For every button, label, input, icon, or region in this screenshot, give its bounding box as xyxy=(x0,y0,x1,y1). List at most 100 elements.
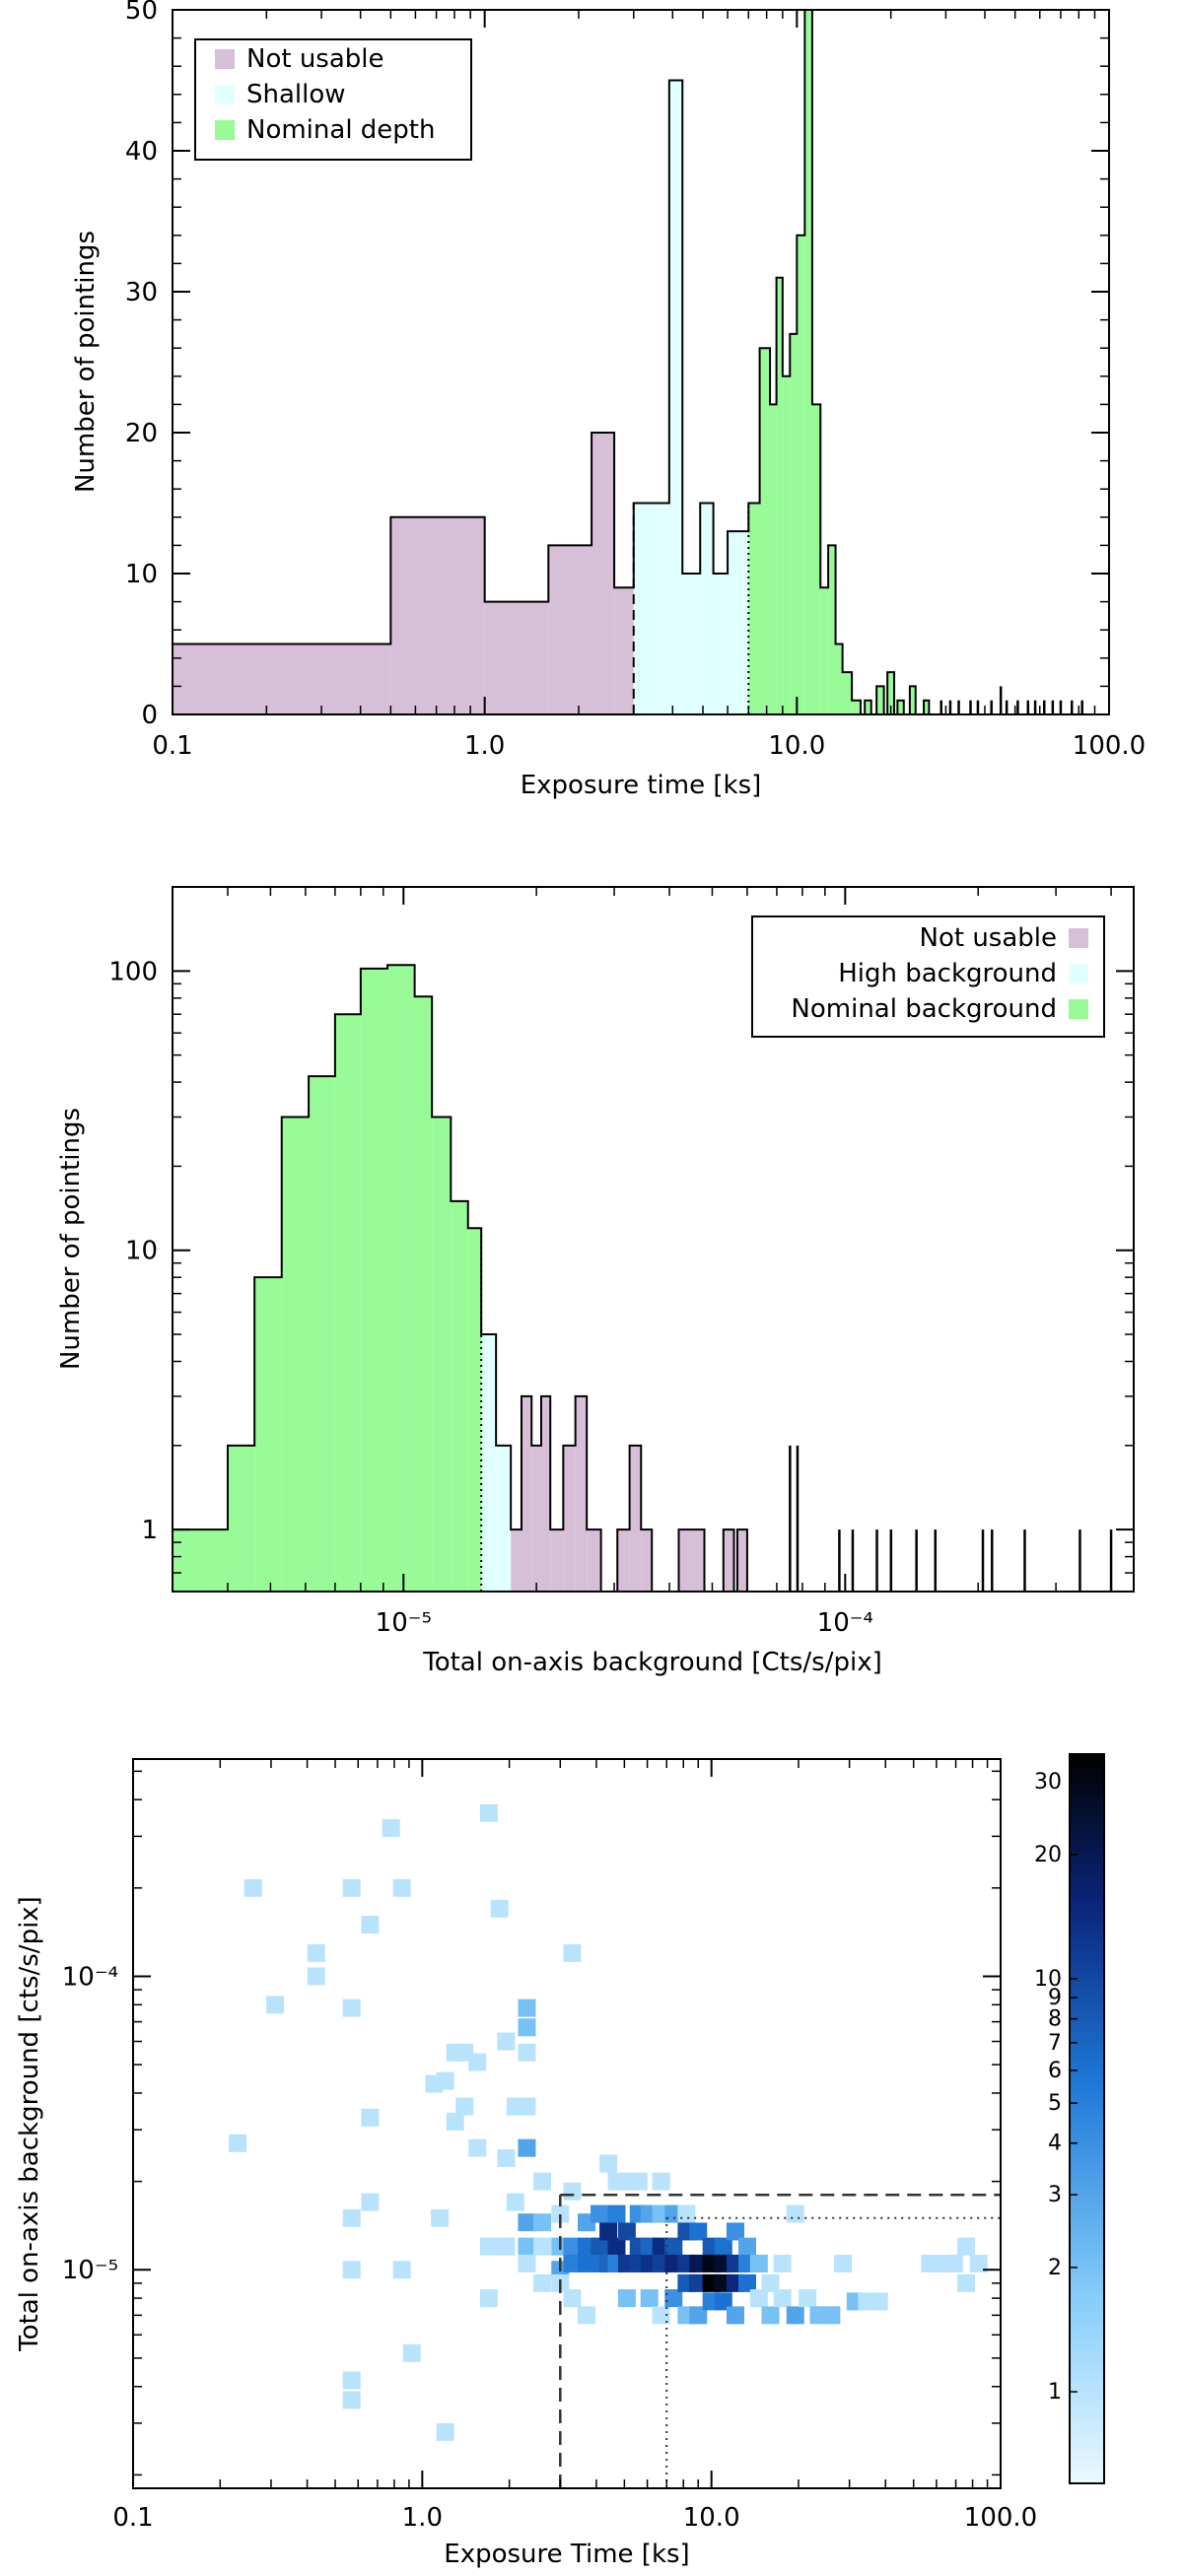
heatmap-cell xyxy=(689,2222,708,2241)
plot-frame xyxy=(172,886,1135,1593)
heatmap-cell xyxy=(969,2254,988,2272)
histogram-bar xyxy=(481,1334,497,1592)
heatmap-cell xyxy=(436,2071,454,2090)
heatmap-cell xyxy=(468,2138,487,2157)
x-axis-label: Exposure time [ks] xyxy=(521,771,762,800)
histogram-bar xyxy=(617,1529,630,1592)
heatmap-cell xyxy=(490,1899,509,1918)
heatmap-cell xyxy=(497,2149,516,2168)
colorbar-scale xyxy=(1069,1753,1105,2484)
heatmap-cell xyxy=(607,2237,626,2256)
histogram-bar xyxy=(531,1445,541,1592)
heatmap-cell xyxy=(518,2043,536,2062)
heatmap-cell xyxy=(518,1999,536,2017)
heatmap-cell xyxy=(578,2306,596,2325)
histogram-bar xyxy=(550,1529,564,1592)
y-tick-label: 20 xyxy=(125,419,158,448)
histogram-bar xyxy=(887,672,895,714)
heatmap-cell xyxy=(244,1878,262,1897)
heatmap-cell xyxy=(533,2273,552,2292)
histogram-bar xyxy=(432,1117,452,1592)
heatmap-cell xyxy=(726,2306,744,2325)
heatmap-cell xyxy=(468,2053,487,2071)
heatmap-cell xyxy=(382,1819,400,1838)
heatmap-cell xyxy=(599,2154,618,2173)
heatmap-cell xyxy=(664,2289,683,2308)
heatmap-cell xyxy=(446,2112,464,2131)
histogram-bar xyxy=(390,516,485,714)
heatmap-cell xyxy=(342,2208,361,2227)
histogram-bar xyxy=(173,644,391,714)
heatmap-cell xyxy=(342,2391,361,2409)
heatmap-cell xyxy=(479,2289,498,2308)
heatmap-cell xyxy=(518,2254,536,2272)
heatmap-cell xyxy=(652,2172,670,2191)
heatmap-cell xyxy=(749,2289,768,2308)
histogram-bar xyxy=(776,277,783,714)
heatmap-cell xyxy=(591,2237,609,2256)
histogram-bar xyxy=(842,672,853,714)
histogram-bar xyxy=(575,1395,588,1592)
histogram-bar xyxy=(548,545,592,714)
histogram-bar xyxy=(451,1200,468,1592)
colorbar-tick-label: 4 xyxy=(1048,2132,1062,2156)
heatmap-cell xyxy=(677,2204,696,2223)
heatmap-cell xyxy=(518,2097,536,2116)
heatmap-cell xyxy=(518,2237,536,2256)
heatmap-cell xyxy=(266,1996,285,2014)
histogram-bar xyxy=(728,531,749,714)
histogram-bar xyxy=(782,375,791,714)
legend-label: Nominal background xyxy=(791,994,1057,1024)
legend-swatch xyxy=(215,85,235,104)
histogram-bar xyxy=(227,1445,255,1592)
heatmap-cell xyxy=(607,2204,626,2223)
heatmap-cell xyxy=(479,1803,498,1822)
heatmap-cell xyxy=(761,2273,780,2292)
x-axis-label: Exposure Time [ks] xyxy=(444,2540,689,2569)
histogram-bar xyxy=(759,348,771,714)
histogram-bar xyxy=(804,10,812,714)
colorbar-tick-label: 7 xyxy=(1048,2031,1062,2056)
histogram-bar xyxy=(852,700,861,714)
y-tick-label: 50 xyxy=(125,0,158,26)
legend-swatch xyxy=(1069,964,1088,983)
x-tick-label: 10⁻⁵ xyxy=(376,1608,432,1638)
legend-label: High background xyxy=(838,959,1057,988)
histogram-bar xyxy=(521,1395,532,1592)
histogram-bar xyxy=(641,1529,653,1592)
heatmap-cell xyxy=(591,2204,609,2223)
histogram-bar xyxy=(360,968,388,1592)
histogram-bar xyxy=(924,700,930,714)
heatmap-cell xyxy=(307,1943,325,1962)
heatmap-cell xyxy=(563,2182,582,2201)
heatmap-cell xyxy=(773,2289,792,2308)
histogram-bar xyxy=(748,503,760,714)
colorbar-tick-label: 20 xyxy=(1034,1843,1062,1867)
histogram-bar xyxy=(334,1014,361,1592)
legend-label: Shallow xyxy=(246,80,346,109)
x-tick-label: 100.0 xyxy=(964,2503,1037,2533)
panel-heatmap: 0.1 1.0 10.0 100.0 10⁻⁵ 10⁻⁴ Exposure Time [k… xyxy=(15,1753,1105,2569)
histogram-bar xyxy=(897,700,904,714)
histogram-bar xyxy=(467,1228,482,1592)
y-tick-label: 0 xyxy=(141,701,158,730)
heatmap-cell xyxy=(834,2254,853,2272)
y-tick-label: 10⁻⁴ xyxy=(62,1962,118,1992)
x-tick-label: 0.1 xyxy=(112,2503,153,2533)
y-axis-label: Number of pointings xyxy=(71,231,101,493)
histogram-bar xyxy=(770,404,777,714)
x-tick-label: 1.0 xyxy=(464,731,505,761)
colorbar-tick-label: 10 xyxy=(1034,1967,1062,1992)
histogram-bar xyxy=(173,1529,228,1592)
histogram-bar xyxy=(828,545,836,714)
heatmap-cell xyxy=(689,2306,708,2325)
histogram-bar xyxy=(790,333,798,714)
histogram-bar xyxy=(629,1445,642,1592)
panel-exposure-histogram: 0.1 1.0 10.0 100.0 0 10 20 30 40 50 Not usable Sha… xyxy=(71,0,1146,800)
heatmap-cell xyxy=(957,2273,976,2292)
heatmap-cell xyxy=(822,2306,841,2325)
plot-frame xyxy=(132,1758,1002,2489)
heatmap-cell xyxy=(307,1967,325,1986)
heatmap-cell xyxy=(957,2237,976,2256)
heatmap-cell xyxy=(652,2306,670,2325)
